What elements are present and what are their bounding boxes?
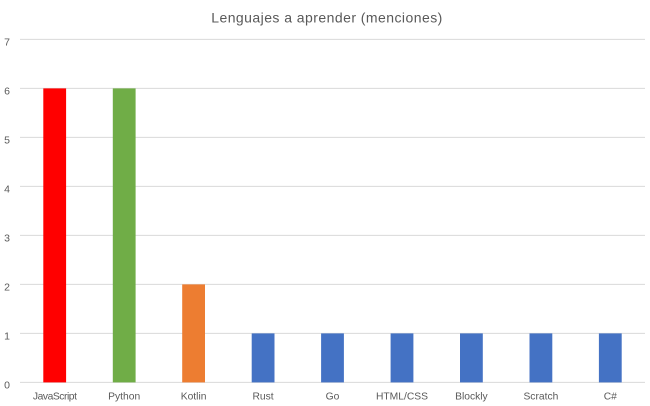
svg-text:Scratch: Scratch (523, 392, 558, 403)
svg-text:7: 7 (4, 36, 10, 48)
svg-text:4: 4 (4, 183, 10, 195)
svg-text:Go: Go (326, 392, 340, 403)
svg-text:HTML/CSS: HTML/CSS (376, 392, 428, 403)
svg-text:6: 6 (4, 85, 10, 97)
svg-text:Kotlin: Kotlin (181, 392, 207, 403)
svg-text:Rust: Rust (253, 392, 274, 403)
svg-text:Lenguajes a aprender (mencione: Lenguajes a aprender (menciones) (211, 9, 443, 25)
svg-text:0: 0 (4, 379, 10, 391)
svg-text:JavaScript: JavaScript (33, 392, 77, 403)
svg-text:Blockly: Blockly (455, 392, 488, 403)
svg-text:2: 2 (4, 281, 10, 293)
svg-text:Python: Python (108, 392, 140, 403)
svg-text:5: 5 (4, 134, 10, 146)
svg-text:C#: C# (604, 392, 617, 403)
svg-text:3: 3 (4, 232, 10, 244)
svg-text:1: 1 (4, 330, 10, 342)
